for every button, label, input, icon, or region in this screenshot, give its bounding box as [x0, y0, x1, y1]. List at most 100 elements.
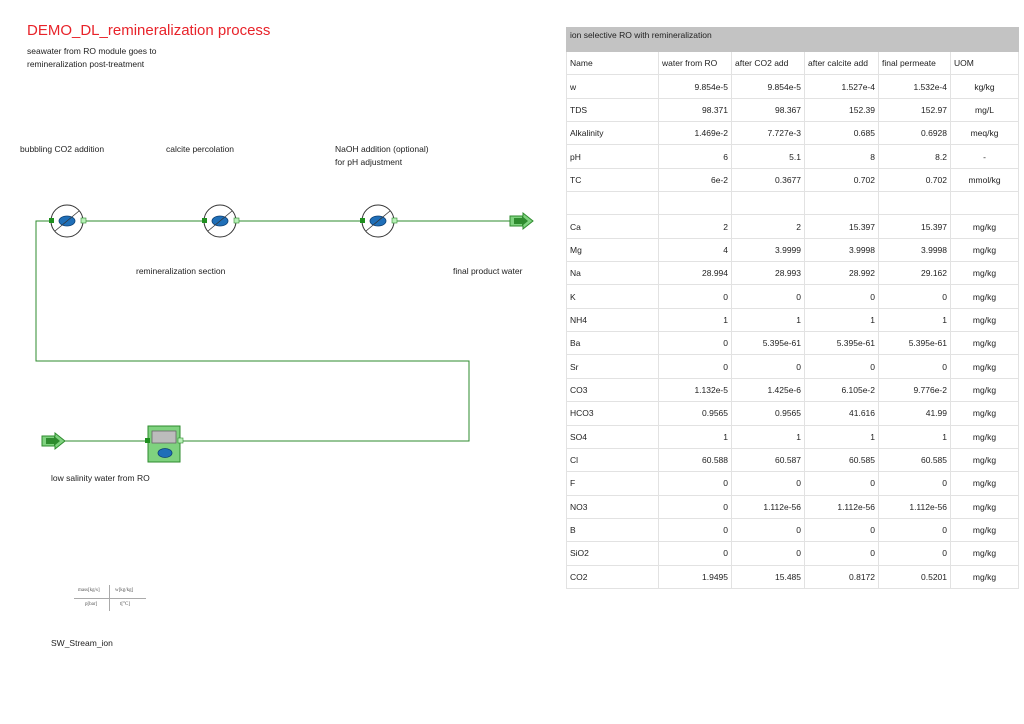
uom-cell[interactable]: mg/kg [950, 541, 1019, 566]
value-cell[interactable]: 28.992 [804, 261, 879, 286]
value-cell[interactable]: 8 [804, 144, 879, 169]
feed-source-arrow-icon[interactable] [41, 431, 66, 451]
row-name-cell[interactable]: SO4 [566, 424, 659, 449]
uom-cell[interactable]: mmol/kg [950, 167, 1019, 193]
column-header[interactable]: UOM [950, 50, 1019, 76]
row-name-cell[interactable] [566, 191, 659, 216]
column-header[interactable]: water from RO [658, 50, 732, 76]
value-cell[interactable]: 60.585 [804, 447, 879, 473]
value-cell[interactable]: 15.397 [804, 214, 879, 239]
uom-cell[interactable]: mg/kg [950, 494, 1019, 519]
row-name-cell[interactable]: F [566, 471, 659, 496]
row-name-cell[interactable]: K [566, 284, 659, 309]
row-name-cell[interactable]: NO3 [566, 494, 659, 519]
value-cell[interactable]: 1.112e-56 [878, 494, 951, 519]
row-name-cell[interactable]: CO2 [566, 564, 659, 589]
value-cell[interactable]: 0.9565 [731, 401, 805, 426]
value-cell[interactable]: 1.132e-5 [658, 377, 732, 403]
value-cell[interactable]: 1.425e-6 [731, 377, 805, 403]
value-cell[interactable]: 0 [658, 331, 732, 356]
value-cell[interactable]: 9.854e-5 [731, 74, 805, 99]
uom-cell[interactable]: kg/kg [950, 74, 1019, 99]
uom-cell[interactable]: mg/kg [950, 331, 1019, 356]
value-cell[interactable]: 0.9565 [658, 401, 732, 426]
value-cell[interactable]: 0 [658, 471, 732, 496]
uom-cell[interactable]: meq/kg [950, 121, 1019, 146]
value-cell[interactable]: 3.9998 [878, 237, 951, 263]
value-cell[interactable]: 2 [731, 214, 805, 239]
value-cell[interactable]: 60.587 [731, 447, 805, 473]
value-cell[interactable]: 1.112e-56 [804, 494, 879, 519]
value-cell[interactable]: 0.702 [878, 167, 951, 193]
value-cell[interactable]: 1 [878, 424, 951, 449]
value-cell[interactable]: 1 [731, 424, 805, 449]
uom-cell[interactable]: mg/L [950, 97, 1019, 123]
value-cell[interactable]: 7.727e-3 [731, 121, 805, 146]
value-cell[interactable]: 98.371 [658, 97, 732, 123]
value-cell[interactable]: 28.994 [658, 261, 732, 286]
value-cell[interactable]: 5.395e-61 [731, 331, 805, 356]
value-cell[interactable]: 0 [878, 471, 951, 496]
value-cell[interactable]: 152.39 [804, 97, 879, 123]
value-cell[interactable]: 0 [804, 471, 879, 496]
row-name-cell[interactable]: B [566, 517, 659, 543]
value-cell[interactable] [731, 191, 805, 216]
uom-cell[interactable]: mg/kg [950, 354, 1019, 379]
value-cell[interactable]: 0 [878, 284, 951, 309]
value-cell[interactable]: 1.532e-4 [878, 74, 951, 99]
value-cell[interactable]: 152.97 [878, 97, 951, 123]
row-name-cell[interactable]: Sr [566, 354, 659, 379]
reactor-naoh-icon[interactable] [360, 204, 398, 238]
reactor-co2-icon[interactable] [49, 204, 87, 238]
row-name-cell[interactable]: Mg [566, 237, 659, 263]
value-cell[interactable]: 1 [804, 307, 879, 333]
row-name-cell[interactable]: SiO2 [566, 541, 659, 566]
uom-cell[interactable]: mg/kg [950, 564, 1019, 589]
value-cell[interactable]: 5.1 [731, 144, 805, 169]
value-cell[interactable]: 41.616 [804, 401, 879, 426]
value-cell[interactable]: 1 [658, 307, 732, 333]
column-header[interactable]: after calcite add [804, 50, 879, 76]
value-cell[interactable]: 0 [731, 471, 805, 496]
value-cell[interactable]: 28.993 [731, 261, 805, 286]
row-name-cell[interactable]: Na [566, 261, 659, 286]
row-name-cell[interactable]: NH4 [566, 307, 659, 333]
value-cell[interactable]: 0 [804, 354, 879, 379]
column-header[interactable]: Name [566, 50, 659, 76]
value-cell[interactable] [804, 191, 879, 216]
value-cell[interactable]: 0 [658, 354, 732, 379]
value-cell[interactable]: 6 [658, 144, 732, 169]
row-name-cell[interactable]: Cl [566, 447, 659, 473]
value-cell[interactable]: 5.395e-61 [878, 331, 951, 356]
column-header[interactable]: after CO2 add [731, 50, 805, 76]
value-cell[interactable]: 0 [658, 494, 732, 519]
value-cell[interactable]: 41.99 [878, 401, 951, 426]
value-cell[interactable]: 9.854e-5 [658, 74, 732, 99]
value-cell[interactable]: 3.9999 [731, 237, 805, 263]
row-name-cell[interactable]: w [566, 74, 659, 99]
row-name-cell[interactable]: CO3 [566, 377, 659, 403]
value-cell[interactable]: 0 [731, 517, 805, 543]
value-cell[interactable]: 1.527e-4 [804, 74, 879, 99]
value-cell[interactable]: 3.9998 [804, 237, 879, 263]
value-cell[interactable]: 9.776e-2 [878, 377, 951, 403]
uom-cell[interactable]: mg/kg [950, 237, 1019, 263]
value-cell[interactable]: 5.395e-61 [804, 331, 879, 356]
value-cell[interactable]: 6e-2 [658, 167, 732, 193]
row-name-cell[interactable]: Ca [566, 214, 659, 239]
uom-cell[interactable]: mg/kg [950, 424, 1019, 449]
uom-cell[interactable] [950, 191, 1019, 216]
value-cell[interactable] [658, 191, 732, 216]
value-cell[interactable]: 1.112e-56 [731, 494, 805, 519]
value-cell[interactable]: 4 [658, 237, 732, 263]
uom-cell[interactable]: mg/kg [950, 401, 1019, 426]
uom-cell[interactable]: mg/kg [950, 284, 1019, 309]
value-cell[interactable]: 0 [658, 517, 732, 543]
uom-cell[interactable]: mg/kg [950, 307, 1019, 333]
value-cell[interactable]: 1.469e-2 [658, 121, 732, 146]
value-cell[interactable]: 1 [878, 307, 951, 333]
value-cell[interactable]: 0 [878, 354, 951, 379]
value-cell[interactable]: 0.6928 [878, 121, 951, 146]
value-cell[interactable]: 0 [731, 284, 805, 309]
value-cell[interactable] [878, 191, 951, 216]
